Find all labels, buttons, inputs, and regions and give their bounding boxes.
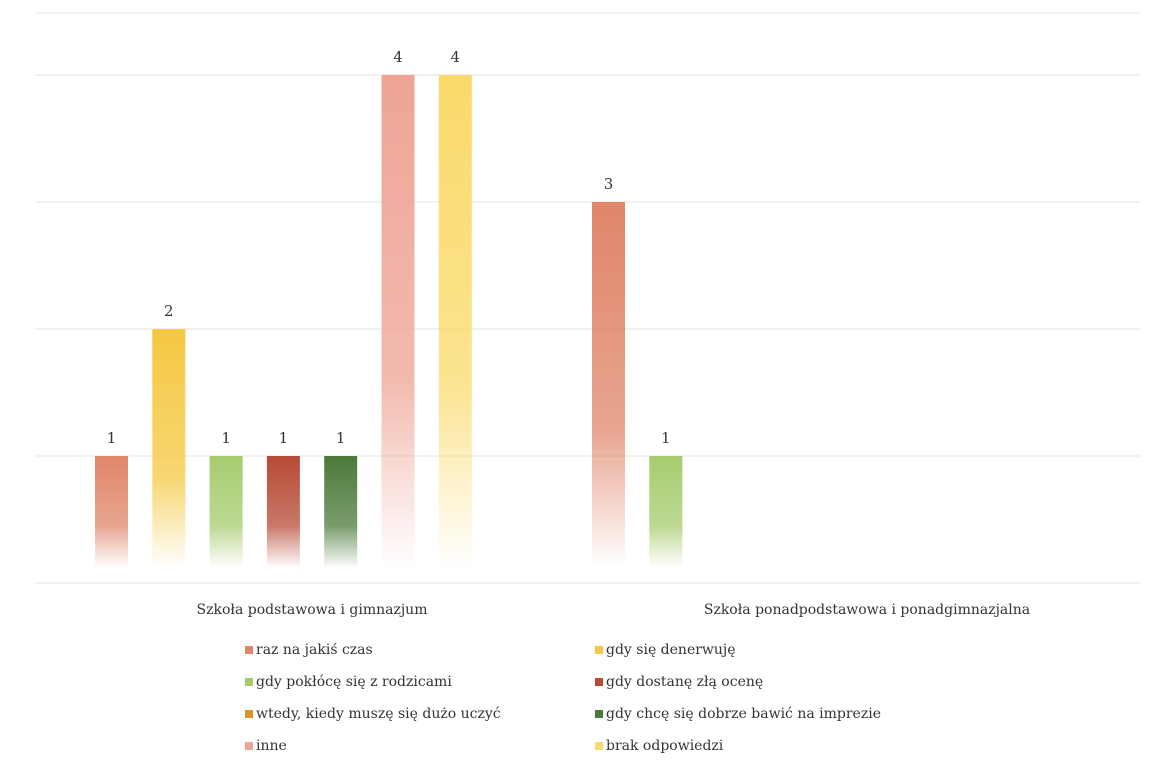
- legend-swatch: [595, 646, 603, 654]
- data-label: 1: [279, 429, 289, 447]
- data-label: 1: [221, 429, 231, 447]
- bar: [438, 75, 472, 568]
- bars: [95, 75, 683, 568]
- legend-label: gdy chcę się dobrze bawić na imprezie: [606, 706, 881, 722]
- legend-item: gdy dostanę złą ocenę: [595, 672, 995, 692]
- data-label: 3: [604, 175, 614, 193]
- bar: [324, 456, 358, 568]
- legend: raz na jakiś czas gdy się denerwuję gdy po…: [245, 640, 1005, 756]
- bar: [95, 456, 128, 568]
- legend-label: brak odpowiedzi: [606, 738, 724, 754]
- legend-label: gdy się denerwuję: [606, 642, 736, 658]
- legend-item: gdy chcę się dobrze bawić na imprezie: [595, 704, 995, 724]
- bar-chart: 121 1 14 431 Szkoła podstawowa i gimnazjum S…: [35, 12, 1140, 618]
- bar: [381, 75, 415, 568]
- legend-label: gdy pokłócę się z rodzicami: [256, 674, 452, 690]
- legend-label: wtedy, kiedy muszę się dużo uczyć: [256, 706, 501, 722]
- legend-swatch: [245, 646, 253, 654]
- legend-item: raz na jakiś czas: [245, 640, 595, 660]
- value-labels: 1 2 1 1 1 4 4 3 1: [107, 48, 671, 447]
- bar: [266, 456, 300, 568]
- legend-swatch: [245, 678, 253, 686]
- data-label: 1: [107, 429, 117, 447]
- data-label: 4: [451, 48, 461, 66]
- bar: [152, 329, 186, 568]
- legend-item: brak odpowiedzi: [595, 736, 995, 756]
- bar: [649, 456, 683, 568]
- category-labels: Szkoła podstawowa i gimnazjum Szkoła pona…: [197, 602, 1031, 618]
- legend-label: raz na jakiś czas: [256, 642, 373, 658]
- data-label: 4: [393, 48, 403, 66]
- data-label: 1: [336, 429, 346, 447]
- legend-swatch: [595, 710, 603, 718]
- data-label: 2: [164, 302, 174, 320]
- legend-item: gdy pokłócę się z rodzicami: [245, 672, 595, 692]
- category-label: Szkoła podstawowa i gimnazjum: [197, 602, 428, 618]
- legend-label: inne: [256, 738, 287, 754]
- legend-swatch: [245, 742, 253, 750]
- category-label: Szkoła ponadpodstawowa i ponadgimnazjaln…: [704, 602, 1030, 618]
- legend-swatch: [595, 678, 603, 686]
- gridlines: [35, 12, 1140, 584]
- legend-swatch: [595, 742, 603, 750]
- legend-item: inne: [245, 736, 595, 756]
- legend-item: wtedy, kiedy muszę się dużo uczyć: [245, 704, 595, 724]
- bar: [592, 202, 625, 568]
- bar: [209, 456, 243, 568]
- legend-item: gdy się denerwuję: [595, 640, 995, 660]
- legend-label: gdy dostanę złą ocenę: [606, 674, 764, 690]
- data-label: 1: [661, 429, 671, 447]
- legend-swatch: [245, 710, 253, 718]
